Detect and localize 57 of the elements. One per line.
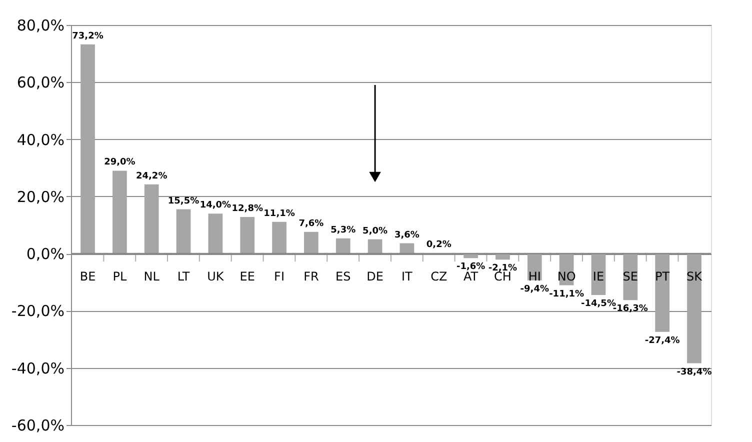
data-label: -9,4% (520, 284, 549, 294)
x-tick-label: CZ (430, 270, 448, 284)
x-tick-label: PT (655, 270, 670, 284)
data-label: 14,0% (200, 200, 232, 211)
bar (272, 222, 286, 254)
bar (655, 254, 670, 332)
data-label: -27,4% (644, 336, 680, 346)
x-tick-label: NO (557, 270, 576, 284)
data-label: 12,8% (232, 204, 263, 214)
x-tick-label: AT (463, 270, 479, 284)
y-tick-label: -20,0% (11, 302, 64, 320)
y-tick-label: 0,0% (26, 245, 64, 264)
y-tick-label: -40,0% (11, 359, 64, 378)
data-label: 15,5% (168, 196, 200, 206)
bar (304, 232, 318, 254)
x-tick-label: IE (592, 270, 604, 284)
bar (368, 239, 382, 254)
y-tick-label: 40,0% (16, 130, 64, 149)
x-tick-label: DE (366, 270, 384, 284)
bar (176, 209, 191, 254)
data-label: 0,2% (426, 240, 452, 250)
data-label: 5,0% (362, 226, 388, 236)
x-tick-label: EE (240, 270, 255, 284)
data-label: 11,1% (264, 208, 295, 219)
bar (336, 238, 350, 254)
y-tick-label: -60,0% (11, 416, 64, 434)
data-label: 29,0% (104, 158, 136, 168)
y-tick-label: 80,0% (16, 16, 64, 34)
x-tick-label: SE (622, 270, 638, 284)
bar (240, 217, 255, 254)
x-tick-label: FR (304, 270, 319, 284)
x-tick-label: UK (207, 270, 225, 284)
data-label: 7,6% (298, 218, 324, 229)
x-tick-label: BE (80, 270, 96, 284)
data-label: -11,1% (549, 289, 584, 300)
bar (144, 184, 159, 254)
x-tick-label: SK (686, 270, 704, 284)
x-tick-label: PL (112, 270, 127, 284)
bar (112, 170, 127, 254)
bar (208, 214, 223, 254)
bar (400, 243, 414, 254)
x-tick-label: IT (402, 270, 414, 284)
data-label: 3,6% (394, 230, 420, 240)
data-label: 73,2% (72, 31, 104, 42)
x-tick-label: HI (528, 270, 541, 284)
x-tick-label: FI (274, 270, 285, 284)
data-label: 24,2% (136, 171, 168, 182)
y-tick-label: 20,0% (16, 188, 64, 206)
data-label: -38,4% (676, 367, 712, 378)
x-tick-label: ES (336, 270, 351, 284)
data-label: -1,6% (456, 262, 486, 272)
bar (687, 254, 702, 364)
x-tick-label: LT (177, 270, 190, 284)
y-tick-label: 60,0% (16, 74, 64, 92)
data-label: 5,3% (330, 225, 356, 236)
x-tick-label: NL (144, 270, 160, 284)
bar (80, 44, 95, 254)
